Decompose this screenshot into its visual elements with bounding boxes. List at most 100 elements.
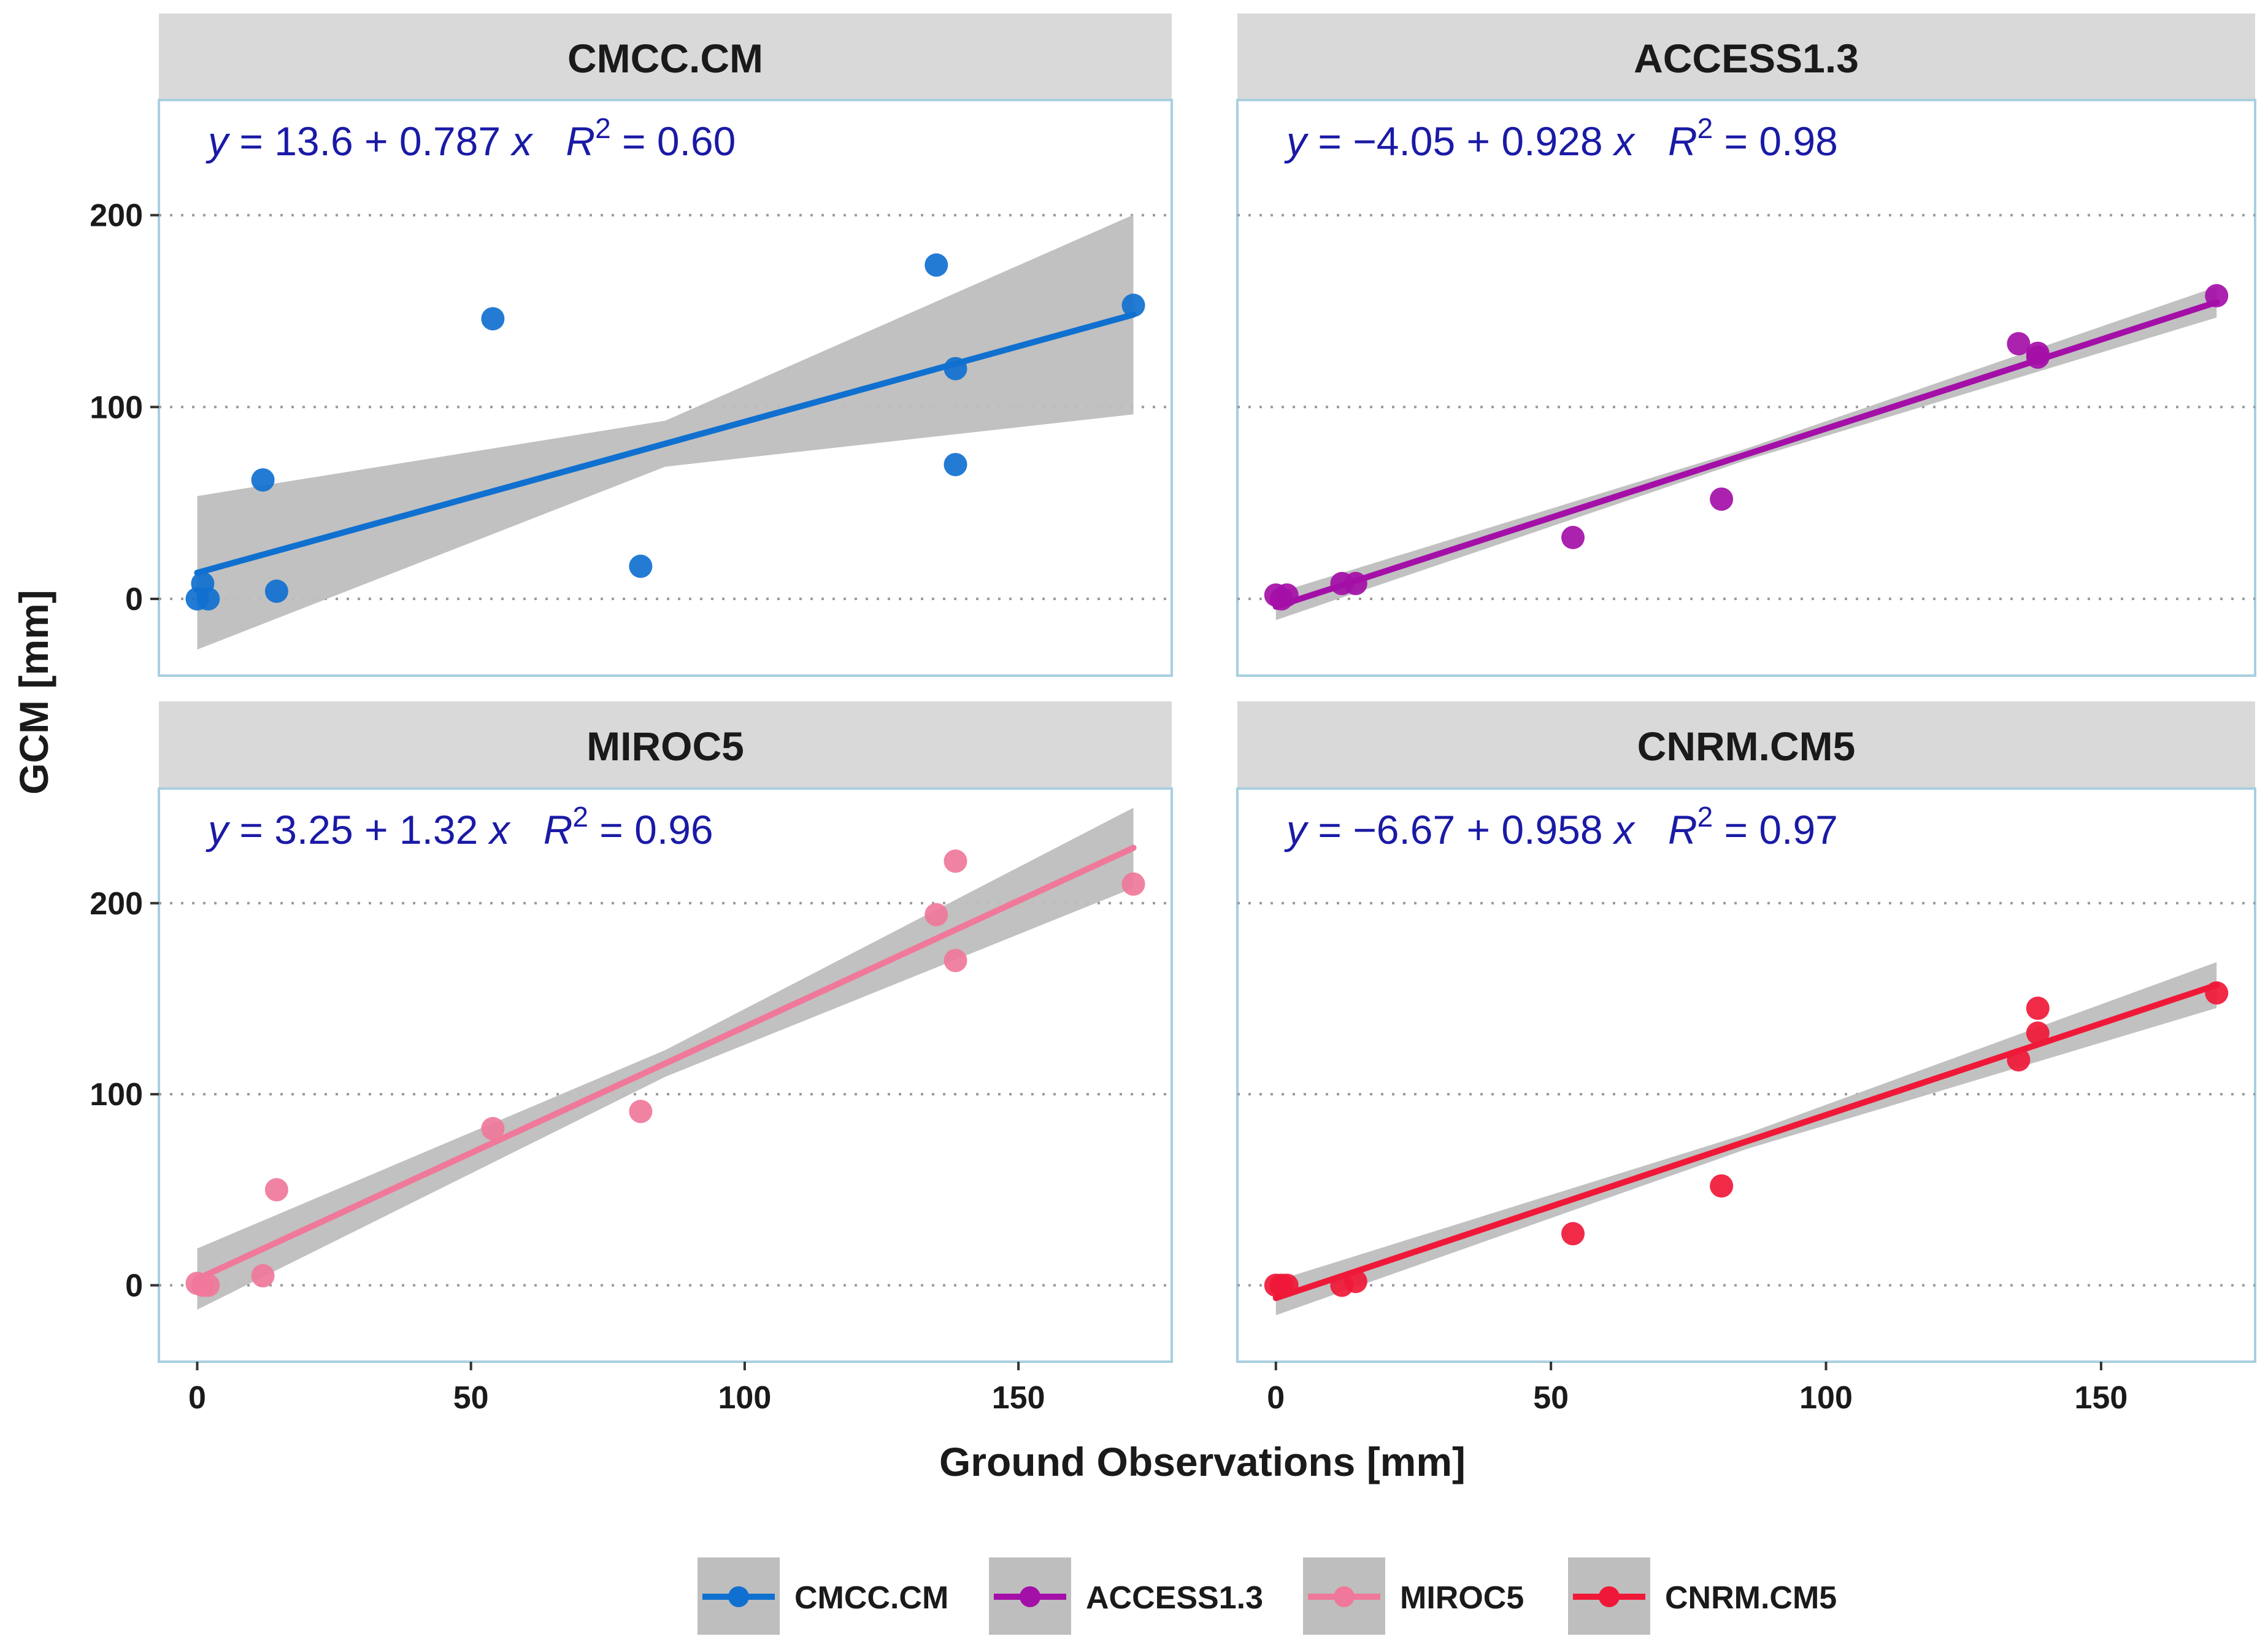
equation-part: = 0.60: [611, 118, 736, 164]
legend-key-point: [728, 1586, 749, 1607]
data-point: [251, 468, 275, 492]
data-point: [481, 307, 505, 331]
x-tick-label: 50: [1533, 1380, 1569, 1416]
strip-title: MIROC5: [586, 723, 744, 769]
legend-item-access1-3: ACCESS1.3: [989, 1557, 1263, 1635]
data-point: [944, 453, 967, 477]
strip-header: [1237, 701, 2255, 789]
data-point: [1561, 525, 1585, 549]
y-axis-title: GCM [mm]: [11, 590, 56, 795]
regression-equation: y = 13.6 + 0.787 x R2 = 0.60: [206, 112, 736, 164]
equation-part: 2: [572, 801, 588, 833]
equation-part: x: [488, 807, 511, 852]
equation-part: = 0.98: [1713, 118, 1838, 164]
y-tick-label: 100: [90, 390, 143, 425]
regression-line: [194, 311, 1137, 576]
equation-part: = 0.97: [1713, 807, 1838, 852]
panel-frame: [1236, 99, 2256, 677]
y-tick-label: 100: [90, 1077, 143, 1113]
strip-title: ACCESS1.3: [1634, 36, 1859, 81]
equation-part: R: [1668, 807, 1697, 852]
strip-header: [159, 14, 1172, 100]
regression-equation: y = 3.25 + 1.32 x R2 = 0.96: [206, 801, 713, 852]
data-point: [629, 554, 653, 578]
equation-part: y: [206, 118, 231, 164]
equation-part: = 13.6 + 0.787: [228, 118, 512, 164]
x-axis-title: Ground Observations [mm]: [939, 1439, 1466, 1484]
data-point: [1121, 293, 1145, 317]
regression-equation: y = −6.67 + 0.958 x R2 = 0.97: [1284, 801, 1838, 852]
strip-title: CMCC.CM: [567, 36, 763, 81]
legend-label: ACCESS1.3: [1086, 1580, 1263, 1616]
legend-key-point: [1599, 1586, 1620, 1607]
equation-part: y: [206, 807, 231, 852]
data-point: [1710, 487, 1734, 511]
equation-part: R: [1668, 118, 1697, 164]
legend: CMCC.CM ACCESS1.3 MIROC5 CNRM.CM5: [698, 1557, 1837, 1635]
equation-part: R: [544, 807, 573, 852]
equation-spacer: [1634, 807, 1668, 852]
data-point: [2026, 997, 2050, 1021]
x-tick-label: 0: [1267, 1380, 1285, 1416]
legend-item-cmcc-cm: CMCC.CM: [698, 1557, 948, 1635]
strip-header: [159, 701, 1172, 789]
equation-part: 2: [1697, 801, 1713, 833]
data-point: [264, 1178, 288, 1202]
x-tick-label: 150: [2075, 1380, 2128, 1416]
equation-spacer: [510, 807, 544, 852]
equation-part: 2: [1697, 112, 1713, 144]
y-tick-label: 0: [125, 1268, 143, 1303]
regression-line: [1272, 299, 2220, 610]
data-point: [944, 849, 967, 873]
data-point: [924, 903, 948, 927]
equation-part: = −6.67 + 0.958: [1307, 807, 1614, 852]
y-tick-label: 0: [125, 582, 143, 617]
x-tick-label: 150: [992, 1380, 1045, 1416]
panel-frame: [1236, 787, 2256, 1363]
equation-spacer: [1634, 118, 1668, 164]
panel-access1-3: ACCESS1.3 y = −4.05 + 0.928 x R2 = 0.98: [1236, 14, 2256, 677]
data-point: [944, 949, 967, 973]
x-tick-label: 100: [1799, 1380, 1853, 1416]
facet-panels: CMCC.CMy = 13.6 + 0.787 x R2 = 0.6001002…: [90, 14, 2256, 1416]
data-point: [251, 1264, 275, 1287]
equation-part: R: [566, 118, 595, 164]
x-tick-label: 0: [188, 1380, 206, 1416]
data-point: [1561, 1222, 1585, 1246]
confidence-band: [197, 215, 1134, 650]
x-tick-label: 50: [453, 1380, 489, 1416]
equation-part: x: [1612, 118, 1636, 164]
legend-item-miroc5: MIROC5: [1303, 1557, 1524, 1635]
equation-part: = 0.96: [588, 807, 713, 852]
confidence-band: [197, 808, 1134, 1310]
regression-equation: y = −4.05 + 0.928 x R2 = 0.98: [1284, 112, 1838, 164]
panel-miroc5: MIROC5 y = 3.25 + 1.32 x R2 = 0.96 0 100 200…: [90, 701, 1173, 1416]
data-point: [481, 1117, 505, 1141]
legend-label: CMCC.CM: [794, 1580, 948, 1616]
x-tick-label: 100: [718, 1380, 772, 1416]
equation-part: 2: [595, 112, 611, 144]
equation-part: x: [1612, 807, 1636, 852]
strip-header: [1237, 14, 2255, 100]
data-point: [924, 253, 948, 277]
data-point: [1710, 1174, 1734, 1198]
panel-cnrm-cm5: CNRM.CM5 y = −6.67 + 0.958 x R2 = 0.97 0 50…: [1236, 701, 2256, 1416]
y-tick-label: 200: [90, 886, 143, 922]
legend-key-point: [1334, 1586, 1355, 1607]
equation-spacer: [532, 118, 566, 164]
y-tick-label: 200: [90, 198, 143, 234]
equation-part: y: [1284, 807, 1309, 852]
data-point: [629, 1100, 653, 1124]
data-point: [196, 587, 220, 611]
equation-part: y: [1284, 118, 1309, 164]
data-point: [1121, 872, 1145, 896]
legend-label: CNRM.CM5: [1665, 1580, 1837, 1616]
equation-part: = 3.25 + 1.32: [228, 807, 490, 852]
legend-key-point: [1020, 1586, 1040, 1607]
strip-title: CNRM.CM5: [1637, 723, 1856, 769]
legend-label: MIROC5: [1400, 1580, 1524, 1616]
equation-part: = −4.05 + 0.928: [1307, 118, 1614, 164]
equation-part: x: [510, 118, 533, 164]
legend-item-cnrm-cm5: CNRM.CM5: [1568, 1557, 1837, 1635]
